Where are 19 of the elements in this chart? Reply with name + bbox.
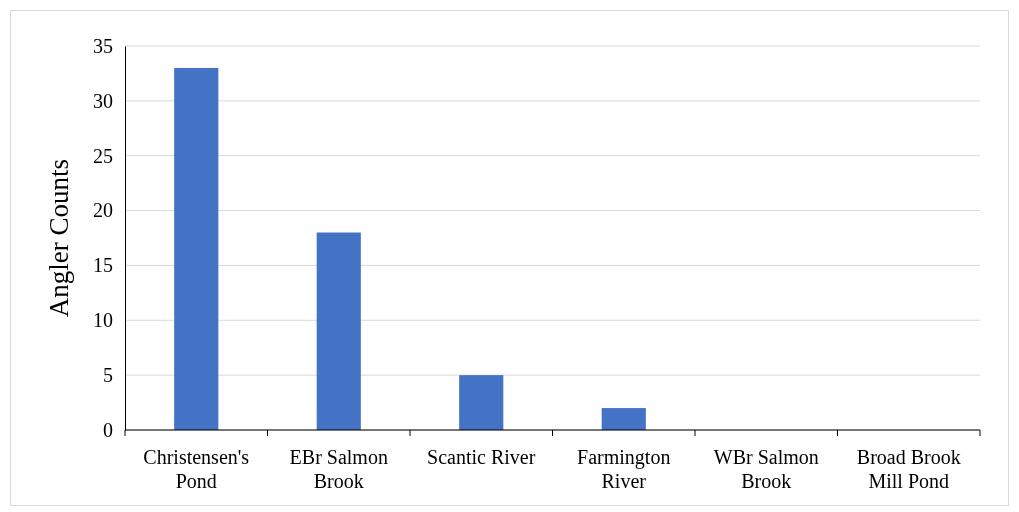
x-tick-label: WBr Salmon Brook <box>713 446 819 492</box>
x-tick-label: EBr Salmon Brook <box>289 446 388 492</box>
x-tick-label: Christensen's Pond <box>143 446 250 492</box>
y-tick-label: 20 <box>93 199 113 222</box>
bar <box>174 67 219 430</box>
x-tick-label: Scantic River <box>427 446 536 468</box>
bar <box>459 375 504 430</box>
y-tick-label: 15 <box>93 254 113 277</box>
y-tick-label: 25 <box>93 144 113 167</box>
y-tick-label: 30 <box>93 89 113 112</box>
y-tick-label: 5 <box>103 364 113 387</box>
y-axis-title: Angler Counts <box>44 158 74 318</box>
x-tick-label: Farmington River <box>577 446 671 492</box>
y-tick-label: 0 <box>103 418 113 441</box>
x-tick-label: Broad Brook Mill Pond <box>856 446 961 492</box>
bar <box>316 232 361 430</box>
y-tick-label: 35 <box>93 34 113 57</box>
y-tick-label: 10 <box>93 309 113 332</box>
bar <box>601 408 646 430</box>
